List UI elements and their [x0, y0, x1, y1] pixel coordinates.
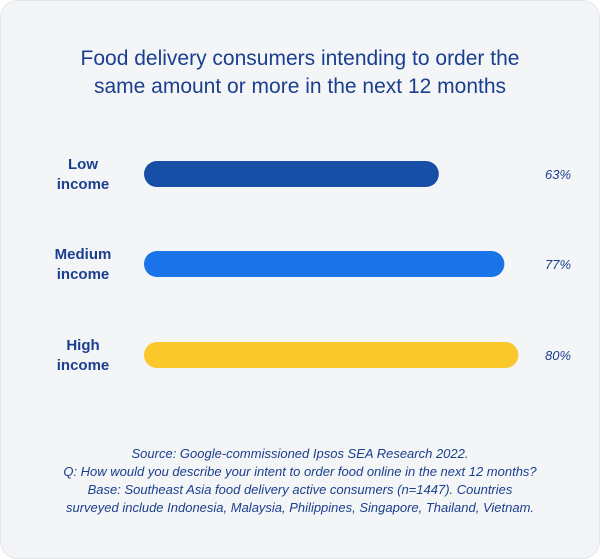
category-label-line: Low: [68, 156, 98, 173]
category-label: Medium income: [55, 246, 112, 283]
bar: [144, 161, 439, 187]
value-label: 80%: [545, 348, 571, 363]
footnote-question: Q: How would you describe your intent to…: [63, 464, 537, 479]
value-label: 63%: [545, 167, 571, 182]
chart-title-line-2: same amount or more in the next 12 month…: [93, 75, 507, 98]
chart-title-line-1: Food delivery consumers intending to ord…: [80, 47, 520, 70]
bar: [144, 342, 519, 368]
category-label-line: Medium: [55, 246, 112, 263]
category-label: Low income: [57, 156, 110, 193]
category-label-line: income: [57, 357, 110, 374]
bar: [144, 251, 505, 277]
bar-chart: Low income 63% Medium income 77% High income 80%: [55, 156, 571, 374]
chart-footnote: Source: Google-commissioned Ipsos SEA Re…: [1, 445, 599, 517]
footnote-countries: surveyed include Indonesia, Malaysia, Ph…: [65, 500, 535, 515]
category-label-line: income: [57, 266, 110, 283]
chart-title: Food delivery consumers intending to ord…: [1, 45, 599, 101]
category-label-line: income: [57, 176, 110, 193]
footnote-base: Base: Southeast Asia food delivery activ…: [87, 482, 513, 497]
category-label: High income: [57, 337, 110, 374]
footnote-source: Source: Google-commissioned Ipsos SEA Re…: [131, 446, 469, 461]
category-label-line: High: [66, 337, 99, 354]
value-label: 77%: [545, 257, 571, 272]
